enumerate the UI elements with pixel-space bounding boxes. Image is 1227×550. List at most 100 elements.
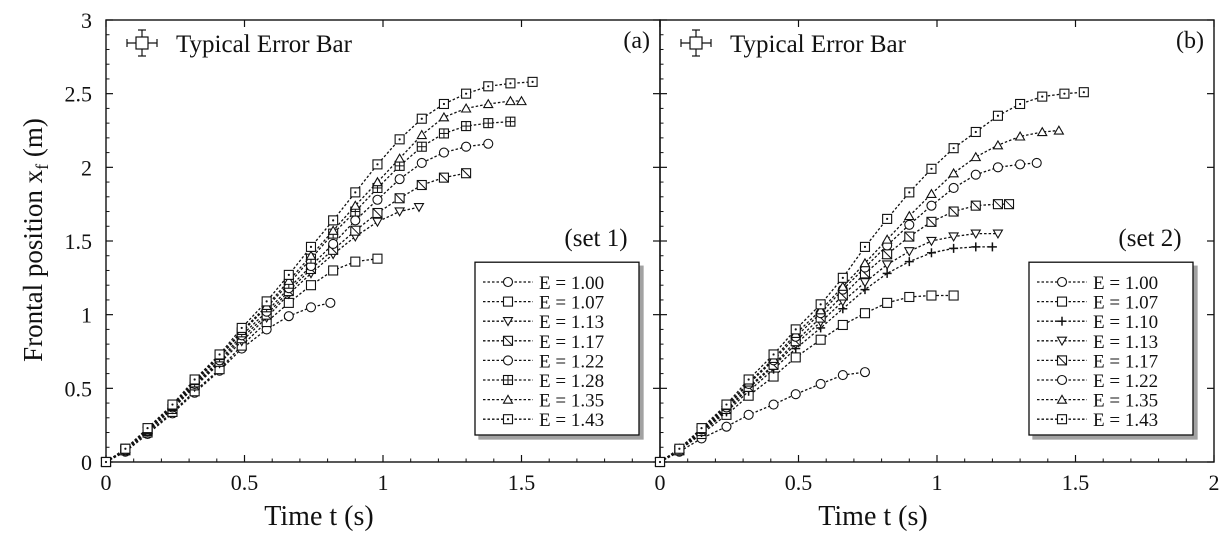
- data-point-shape: [904, 291, 915, 303]
- data-point: [948, 290, 959, 301]
- data-point-shape: [349, 200, 361, 210]
- data-point: [1053, 125, 1065, 135]
- data-point: [461, 121, 472, 132]
- data-point: [328, 238, 339, 249]
- data-point: [881, 234, 893, 244]
- y-tick-label: 1: [81, 303, 92, 328]
- data-point-shape: [504, 95, 516, 106]
- data-point: [394, 134, 405, 145]
- data-point-shape: [948, 167, 960, 178]
- data-point: [416, 129, 428, 140]
- series-line: [659, 129, 1059, 463]
- data-point-dot: [1063, 92, 1066, 95]
- legend: E = 1.00E = 1.07E = 1.13E = 1.17E = 1.22…: [474, 261, 640, 436]
- data-point-dot: [193, 378, 196, 381]
- data-point-dot: [398, 138, 401, 141]
- data-point-shape: [859, 257, 871, 268]
- data-point: [189, 374, 200, 385]
- data-point: [438, 128, 449, 139]
- data-point-dot: [725, 403, 728, 406]
- legend-marker-shape: [1056, 394, 1068, 404]
- error-bar-marker: [135, 36, 149, 50]
- data-point: [696, 423, 707, 434]
- legend-marker-shape: [1056, 296, 1068, 307]
- data-point: [120, 443, 131, 454]
- data-point: [859, 257, 871, 268]
- data-point-dot: [171, 403, 174, 406]
- data-point-shape: [903, 247, 915, 257]
- data-point-dot: [332, 219, 335, 222]
- legend-label: E = 1.43: [539, 410, 604, 431]
- data-point: [790, 352, 801, 363]
- data-point-dot: [487, 85, 490, 88]
- data-point-shape: [948, 290, 959, 301]
- data-point-shape: [394, 153, 406, 163]
- data-point: [992, 199, 1003, 210]
- data-point: [305, 250, 317, 260]
- data-point: [654, 456, 666, 468]
- data-point-x: [350, 225, 361, 236]
- error-bar-label: Typical Error Bar: [176, 31, 353, 58]
- data-point-dot: [354, 191, 357, 194]
- data-point-shape: [482, 98, 494, 109]
- data-point: [483, 81, 494, 92]
- legend-label: E = 1.28: [539, 371, 604, 392]
- data-point-x: [1004, 199, 1014, 210]
- legend-label: E = 1.17: [539, 332, 604, 353]
- data-point: [992, 229, 1004, 240]
- data-point-shape: [416, 129, 428, 140]
- data-point: [904, 257, 914, 267]
- data-point-shape: [305, 280, 317, 291]
- data-point: [903, 247, 915, 257]
- legend-marker-shape: [1056, 374, 1068, 386]
- data-point-dot: [218, 353, 221, 356]
- data-point-shape: [350, 215, 361, 226]
- data-point-shape: [926, 236, 937, 247]
- legend-label: E = 1.13: [539, 312, 604, 333]
- data-point-shape: [815, 334, 826, 345]
- data-point-dot: [124, 447, 127, 450]
- data-point: [790, 324, 801, 335]
- legend-label: E = 1.35: [539, 391, 604, 412]
- data-point-dot: [700, 427, 703, 430]
- legend-marker-x: [503, 335, 513, 346]
- legend-label: E = 1.00: [539, 273, 604, 294]
- data-point-x: [993, 199, 1003, 210]
- legend-marker: [502, 414, 514, 425]
- data-point-shape: [394, 174, 405, 185]
- data-point: [948, 182, 959, 194]
- data-point-dot: [287, 273, 290, 276]
- legend-label: E = 1.22: [1093, 371, 1158, 392]
- data-point-shape: [350, 256, 361, 267]
- data-point: [328, 265, 339, 276]
- data-point: [504, 95, 516, 106]
- data-point-dot: [1019, 102, 1022, 106]
- data-point-x: [904, 231, 915, 242]
- legend-marker-shape: [502, 394, 514, 404]
- data-point-shape: [948, 182, 959, 194]
- data-point-shape: [305, 250, 317, 260]
- data-point: [350, 187, 361, 198]
- data-point: [1015, 98, 1026, 110]
- series-5: [100, 138, 494, 468]
- data-point: [214, 349, 225, 360]
- data-point-dot: [863, 245, 867, 248]
- data-point: [372, 176, 383, 187]
- data-point-x: [394, 193, 405, 204]
- data-point-shape: [483, 138, 494, 149]
- legend-label: E = 1.00: [1093, 273, 1158, 294]
- data-point-shape: [1014, 131, 1026, 141]
- data-point-shape: [327, 225, 339, 235]
- legend-marker: [1056, 355, 1068, 366]
- data-point: [859, 241, 871, 252]
- data-point: [461, 88, 472, 99]
- data-point: [394, 153, 406, 163]
- x-tick-label: 0.5: [231, 470, 259, 495]
- legend-label: E = 1.07: [1093, 293, 1158, 314]
- data-point: [837, 319, 848, 331]
- legend-marker-shape: [502, 296, 514, 307]
- data-point: [394, 193, 405, 204]
- y-tick-label: 3: [81, 8, 92, 33]
- data-point: [859, 278, 871, 288]
